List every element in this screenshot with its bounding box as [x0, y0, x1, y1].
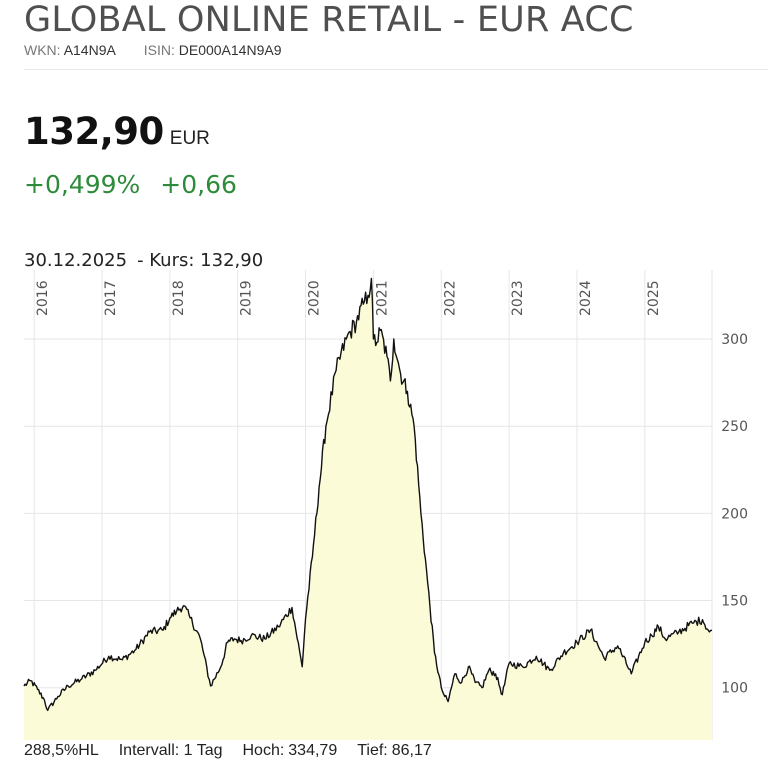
- year-tick-label: 2016: [35, 280, 51, 316]
- year-tick-label: 2018: [171, 280, 187, 316]
- header: GLOBAL ONLINE RETAIL - EUR ACC WKN: A14N…: [24, 0, 744, 58]
- price-line: [23, 277, 713, 712]
- low-value: 86,17: [391, 742, 432, 759]
- price-chart[interactable]: 2016 2017 2018 2019 2020 2021 2022 2023 2024 2025…: [0, 270, 768, 740]
- chart-kurs: - Kurs: 132,90: [137, 250, 264, 271]
- year-tick-label: 2020: [307, 280, 323, 316]
- price-block: 132,90 EUR: [24, 110, 210, 153]
- year-tick-label: 2023: [510, 280, 526, 316]
- wkn-value: A14N9A: [63, 42, 116, 58]
- chart-footer: 288,5%HL Intervall: 1 Tag Hoch: 334,79 Tief:…: [24, 742, 452, 760]
- scale-info: 288,5%HL: [24, 742, 99, 759]
- year-tick-label: 2022: [442, 280, 458, 316]
- year-labels: 2016 2017 2018 2019 2020 2021 2022 2023 2024 2025: [35, 280, 662, 316]
- price-tick-label: 200: [721, 506, 748, 522]
- high-label: Hoch:: [242, 742, 285, 759]
- price-tick-label: 300: [721, 332, 748, 348]
- low-label: Tief:: [357, 742, 388, 759]
- price-tick-label: 150: [721, 594, 748, 610]
- price-area: [24, 278, 712, 740]
- high-value: 334,79: [288, 742, 338, 759]
- interval-info: Intervall: 1 Tag: [118, 742, 223, 759]
- current-price: 132,90: [24, 110, 164, 153]
- header-divider: [24, 69, 768, 70]
- isin-value: DE000A14N9A9: [178, 42, 282, 58]
- year-tick-label: 2024: [578, 280, 594, 316]
- change-percent: +0,499%: [24, 170, 141, 199]
- fund-title: GLOBAL ONLINE RETAIL - EUR ACC: [24, 0, 634, 40]
- chart-caption: 30.12.2025 - Kurs: 132,90: [24, 250, 263, 271]
- chart-date: 30.12.2025: [24, 250, 128, 271]
- price-currency: EUR: [169, 128, 210, 149]
- year-tick-label: 2021: [374, 280, 390, 316]
- year-tick-label: 2025: [646, 280, 662, 316]
- price-tick-label: 100: [721, 681, 748, 697]
- change-absolute: +0,66: [160, 170, 237, 199]
- isin-label: ISIN:: [143, 42, 175, 58]
- price-tick-label: 250: [721, 419, 748, 435]
- identifier-row: WKN: A14N9A ISIN: DE000A14N9A9: [24, 42, 744, 58]
- wkn-label: WKN:: [24, 42, 61, 58]
- price-change: +0,499% +0,66: [24, 170, 237, 199]
- price-axis-labels: 100 150 200 250 300: [721, 332, 748, 697]
- year-tick-label: 2017: [103, 280, 119, 316]
- year-tick-label: 2019: [239, 280, 255, 316]
